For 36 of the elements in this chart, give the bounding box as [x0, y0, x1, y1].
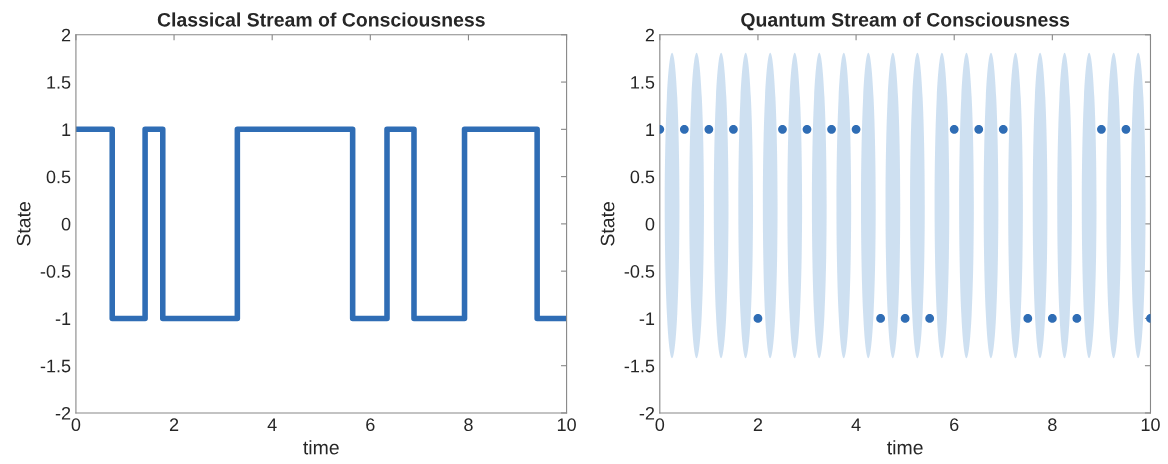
y-tick-label: -1	[55, 312, 71, 325]
y-tick-label: 1.5	[47, 76, 71, 89]
y-tick-label: 0.5	[630, 170, 655, 184]
x-tick-label: 6	[950, 418, 959, 432]
chart-title: Quantum Stream of Consciousness	[741, 12, 1070, 31]
y-tick-label: 1	[62, 123, 71, 136]
x-tick-label: 8	[464, 418, 473, 432]
y-tick-label: -0.5	[624, 265, 655, 278]
x-tick-label: 10	[557, 418, 576, 432]
y-tick-label: -1.5	[624, 359, 655, 373]
y-tick-label: 0	[61, 217, 71, 231]
x-axis-title: time	[303, 440, 339, 455]
x-tick-label: 4	[267, 418, 277, 431]
x-tick-label: 8	[1048, 418, 1057, 432]
x-tick-label: 6	[366, 418, 375, 432]
y-tick-label: -2	[639, 406, 655, 420]
y-tick-label: 2	[61, 28, 71, 42]
x-tick-label: 2	[753, 418, 763, 431]
x-tick-label: 4	[851, 418, 861, 431]
x-tick-label: 10	[1141, 418, 1160, 432]
y-tick-label: -0.5	[40, 265, 71, 278]
chart-title: Classical Stream of Consciousness	[157, 12, 485, 27]
y-tick-label: 1.5	[631, 76, 655, 89]
y-tick-label: 0.5	[46, 170, 71, 184]
y-tick-label: -2	[55, 406, 71, 420]
x-axis-title: time	[887, 440, 923, 455]
y-tick-label: 0	[645, 217, 655, 231]
x-tick-label: 2	[169, 418, 179, 431]
y-tick-label: 1	[646, 123, 655, 136]
y-tick-label: -1.5	[40, 359, 71, 373]
y-axis-title: State	[600, 202, 615, 246]
y-tick-label: -1	[639, 312, 655, 325]
y-tick-label: 2	[645, 28, 655, 42]
x-tick-label: 0	[655, 418, 665, 432]
y-axis-title: State	[16, 202, 31, 246]
x-tick-label: 0	[71, 418, 81, 432]
